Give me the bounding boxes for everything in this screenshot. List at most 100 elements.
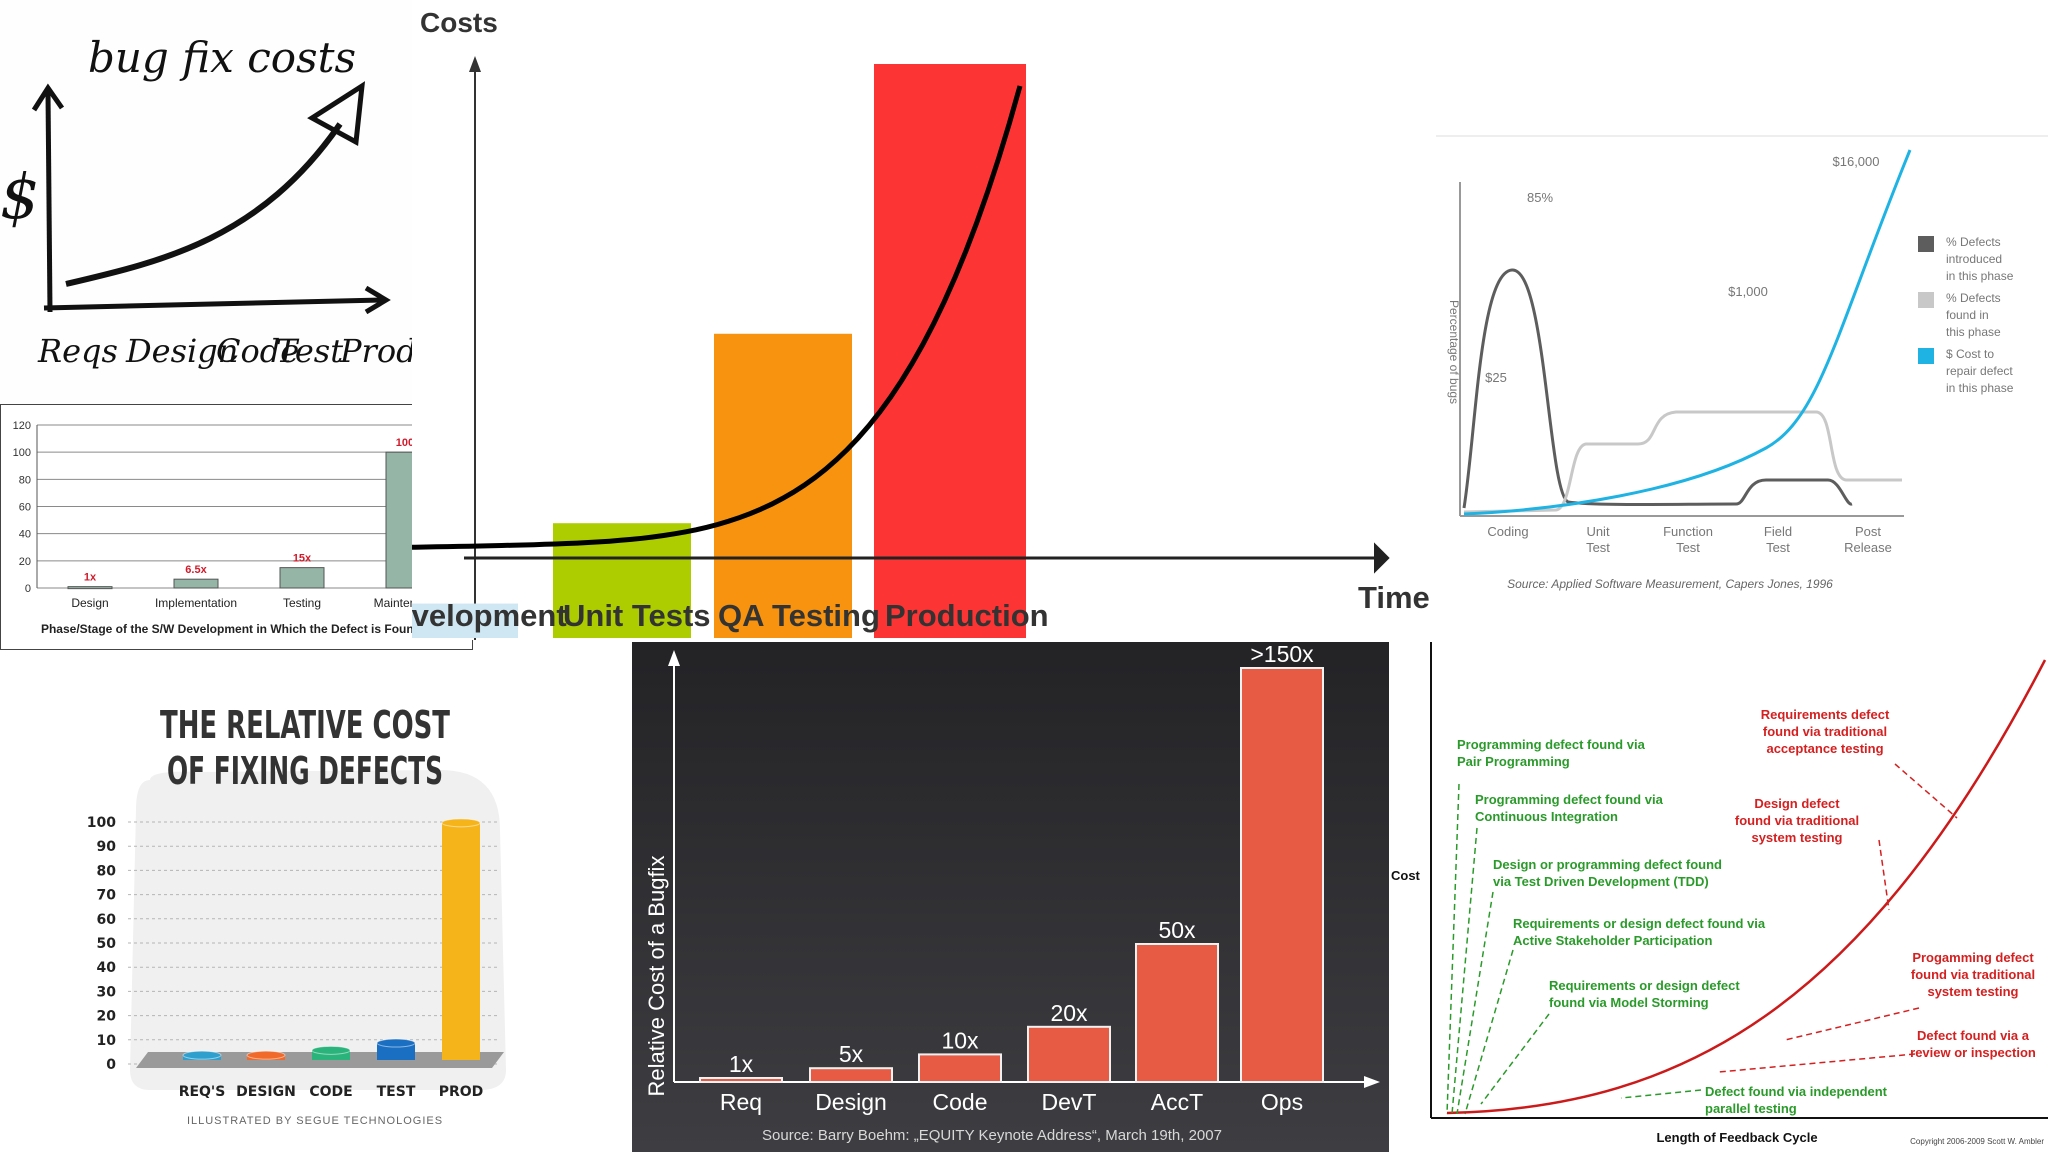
sketch-label-prod: Prod [339, 332, 412, 370]
boehm-panel: Relative Cost of a Bugfix 1x Req 5x Design 1… [632, 642, 1389, 1152]
boehm-ylabel: Relative Cost of a Bugfix [644, 856, 669, 1097]
rel-bar-cap [182, 1050, 222, 1060]
ambler-red-label: review or inspection [1910, 1045, 2036, 1060]
rel-category-code: CODE [309, 1084, 352, 1100]
sketch-y-arrow [31, 83, 65, 112]
ambler-green-arrow [1480, 1013, 1550, 1105]
ambler-green-label: Continuous Integration [1475, 809, 1618, 824]
relative-cost-backdrop [130, 770, 506, 1090]
main-bar-label-development: Development [412, 598, 567, 633]
main-bar-label-unit-tests: Unit Tests [563, 598, 711, 633]
rel-ytick: 80 [97, 863, 117, 879]
ambler-svg: Cost Programming defect found via Pair Pr… [1391, 642, 2048, 1146]
ambler-green-label: Programming defect found via [1475, 792, 1664, 807]
phase-chart-xlabel: Phase/Stage of the S/W Development in Wh… [41, 622, 421, 636]
phase-ytick: 60 [19, 502, 31, 514]
capers-legend-label: found in [1946, 308, 1989, 322]
capers-svg: Percentage of bugs 85% $25 $1,000 $16,000 C… [1436, 135, 2048, 591]
phase-ytick: 120 [13, 420, 31, 432]
capers-legend-label: $ Cost to [1946, 347, 1994, 361]
ambler-green-label: Active Stakeholder Participation [1513, 933, 1712, 948]
ambler-panel: Cost Programming defect found via Pair Pr… [1389, 640, 2048, 1152]
rel-category-test: TEST [377, 1084, 416, 1100]
capers-category-unit-test: Unit [1586, 524, 1610, 539]
ambler-green-label: Design or programming defect found [1493, 857, 1722, 872]
boehm-bar-label: >150x [1250, 642, 1314, 667]
rel-bar-cap [311, 1045, 351, 1055]
ambler-red-label: system testing [1751, 830, 1842, 845]
rel-ytick: 40 [97, 960, 117, 976]
rel-ytick: 10 [97, 1033, 117, 1049]
boehm-category-ops: Ops [1261, 1089, 1303, 1115]
phase-bar-design [67, 586, 113, 590]
ambler-red-label: Requirements defect [1761, 707, 1890, 722]
boehm-bar-design [809, 1067, 893, 1084]
ambler-ylabel: Cost [1391, 868, 1421, 883]
rel-category-design: DESIGN [236, 1084, 296, 1100]
boehm-category-req: Req [720, 1089, 762, 1115]
ambler-red-label: Progamming defect [1912, 950, 2034, 965]
sketch-y-axis [45, 91, 53, 313]
boehm-bar-label: 1x [729, 1051, 754, 1077]
ambler-red-label: found via traditional [1911, 967, 2035, 982]
capers-category-field-test: Field [1764, 524, 1792, 539]
sketch-label-design: Design [125, 332, 238, 370]
boehm-bar-label: 5x [839, 1041, 864, 1067]
capers-panel: Percentage of bugs 85% $25 $1,000 $16,000 C… [1436, 132, 2048, 602]
capers-category-unit-test: Test [1586, 540, 1610, 555]
capers-legend-label: repair defect [1946, 364, 2013, 378]
sketch-x-axis [43, 297, 383, 311]
ambler-green-label: via Test Driven Development (TDD) [1493, 874, 1709, 889]
sketch-dollar: $ [0, 160, 39, 233]
ambler-green-arrow [1620, 1089, 1702, 1099]
capers-legend-swatch [1918, 292, 1934, 308]
capers-legend-label: introduced [1946, 252, 2002, 266]
ambler-red-arrow [1878, 839, 1890, 911]
rel-category-req-s: REQ'S [179, 1084, 226, 1100]
ambler-green-arrow [1451, 827, 1478, 1115]
relative-cost-title-line1: THE RELATIVE COST [160, 703, 450, 747]
rel-ytick: 20 [97, 1009, 117, 1025]
cost-curve [412, 85, 1023, 550]
phase-chart-panel: 0 20 40 60 80 100 120 1x Design 6.5x Implementati… [0, 404, 473, 650]
sketch-title: bug fix costs [88, 33, 356, 82]
boehm-bar-label: 20x [1050, 1000, 1088, 1026]
boehm-bar-label: 10x [941, 1027, 979, 1053]
ambler-red-label: system testing [1927, 984, 2018, 999]
relative-cost-credit: ILLUSTRATED BY SEGUE TECHNOLOGIES [187, 1115, 443, 1127]
relative-cost-svg: THE RELATIVE COST OF FIXING DEFECTS 0 10 2… [87, 703, 506, 1127]
ambler-red-label: Defect found via a [1917, 1028, 2030, 1043]
sketch-x-arrow [364, 285, 391, 315]
ambler-green-label: Programming defect found via [1457, 737, 1646, 752]
rel-ytick: 90 [97, 839, 117, 855]
sketch-label-test: Test [276, 332, 343, 370]
rel-bar-code [312, 1050, 350, 1060]
relative-cost-panel: THE RELATIVE COST OF FIXING DEFECTS 0 10 2… [0, 650, 632, 1152]
rel-ytick: 30 [97, 984, 117, 1000]
capers-legend-label: % Defects [1946, 235, 2001, 249]
capers-category-function-test: Test [1676, 540, 1700, 555]
phase-chart-svg: 0 20 40 60 80 100 120 1x Design 6.5x Implementati… [13, 420, 461, 636]
ambler-green-label: found via Model Storming [1549, 995, 1709, 1010]
ambler-copyright: Copyright 2006-2009 Scott W. Ambler [1910, 1137, 2044, 1146]
capers-line-defects-found [1463, 410, 1902, 514]
phase-category-design: Design [71, 596, 108, 610]
phase-ytick: 80 [19, 474, 31, 486]
capers-source: Source: Applied Software Measurement, Ca… [1507, 577, 1833, 591]
capers-category-function-test: Function [1663, 524, 1713, 539]
capers-annotation: $1,000 [1728, 284, 1768, 299]
boehm-category-devt: DevT [1042, 1089, 1097, 1115]
capers-category-post-release: Release [1844, 540, 1892, 555]
ambler-red-label: found via traditional [1763, 724, 1887, 739]
boehm-source: Source: Barry Boehm: „EQUITY Keynote Add… [762, 1127, 1222, 1144]
ambler-red-arrow [1718, 1053, 1916, 1073]
boehm-svg: Relative Cost of a Bugfix 1x Req 5x Design 1… [644, 642, 1380, 1144]
rel-ytick: 50 [97, 936, 117, 952]
sketch-panel: bug fix costs $ Reqs Design Code Test Prod [0, 0, 412, 404]
sketch-curve-arrow [307, 81, 366, 146]
boehm-bar-devt [1027, 1025, 1111, 1083]
capers-legend-label: this phase [1946, 325, 2001, 339]
ambler-red-label: Design defect [1754, 796, 1840, 811]
